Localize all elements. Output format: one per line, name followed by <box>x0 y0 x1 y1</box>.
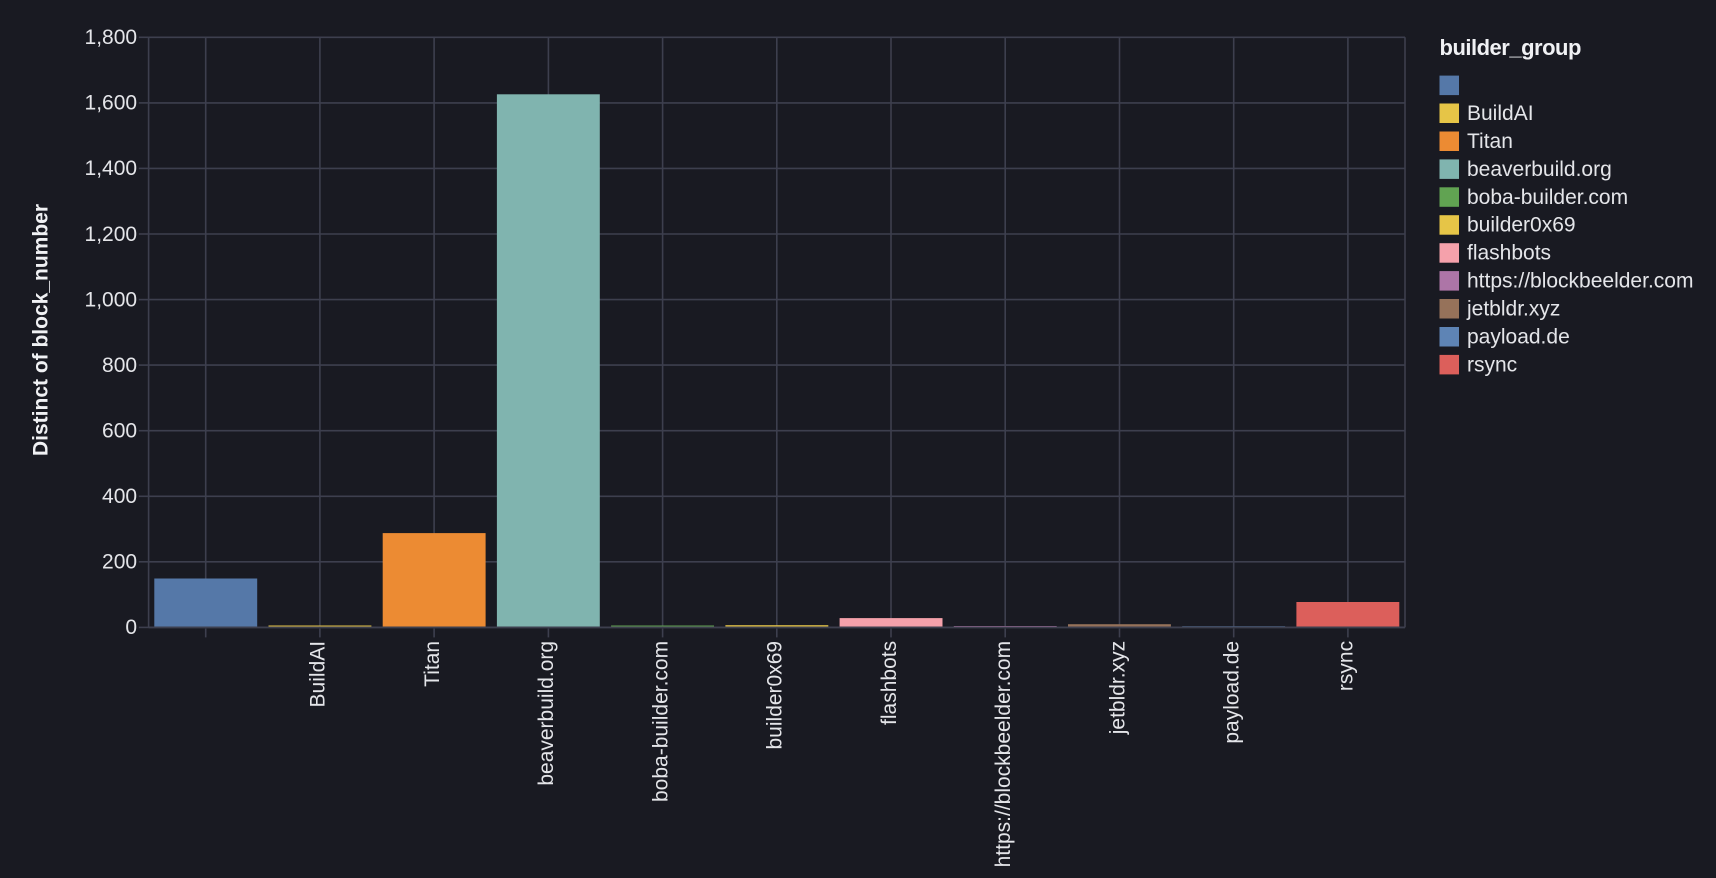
svg-text:payload.de: payload.de <box>1467 326 1570 349</box>
svg-text:beaverbuild.org: beaverbuild.org <box>535 641 558 786</box>
svg-text:Titan: Titan <box>1467 130 1513 153</box>
svg-text:1,600: 1,600 <box>85 92 138 115</box>
svg-text:jetbldr.xyz: jetbldr.xyz <box>1466 298 1560 321</box>
svg-text:BuildAI: BuildAI <box>1467 102 1534 125</box>
svg-text:boba-builder.com: boba-builder.com <box>649 641 672 802</box>
svg-text:200: 200 <box>102 551 137 574</box>
svg-text:boba-builder.com: boba-builder.com <box>1467 186 1628 209</box>
svg-text:1,200: 1,200 <box>85 223 138 246</box>
svg-text:builder_group: builder_group <box>1440 35 1581 60</box>
svg-text:payload.de: payload.de <box>1221 641 1244 744</box>
svg-text:0: 0 <box>125 616 137 639</box>
svg-text:rsync: rsync <box>1335 641 1358 691</box>
svg-text:https://blockbeelder.com: https://blockbeelder.com <box>992 641 1015 867</box>
svg-text:600: 600 <box>102 420 137 443</box>
svg-text:BuildAI: BuildAI <box>307 641 330 708</box>
svg-text:rsync: rsync <box>1467 353 1517 376</box>
svg-text:1,800: 1,800 <box>85 26 138 49</box>
svg-text:400: 400 <box>102 485 137 508</box>
svg-text:https://blockbeelder.com: https://blockbeelder.com <box>1467 270 1693 293</box>
svg-text:jetbldr.xyz: jetbldr.xyz <box>1106 641 1129 735</box>
svg-text:800: 800 <box>102 354 137 377</box>
svg-text:1,400: 1,400 <box>85 157 138 180</box>
svg-text:Distinct of block_number: Distinct of block_number <box>30 204 53 456</box>
svg-text:beaverbuild.org: beaverbuild.org <box>1467 158 1612 181</box>
svg-text:flashbots: flashbots <box>878 641 901 725</box>
svg-text:builder0x69: builder0x69 <box>1467 214 1576 237</box>
svg-text:1,000: 1,000 <box>85 288 138 311</box>
svg-text:builder0x69: builder0x69 <box>764 641 787 750</box>
svg-text:flashbots: flashbots <box>1467 242 1551 265</box>
svg-text:Titan: Titan <box>421 641 444 687</box>
